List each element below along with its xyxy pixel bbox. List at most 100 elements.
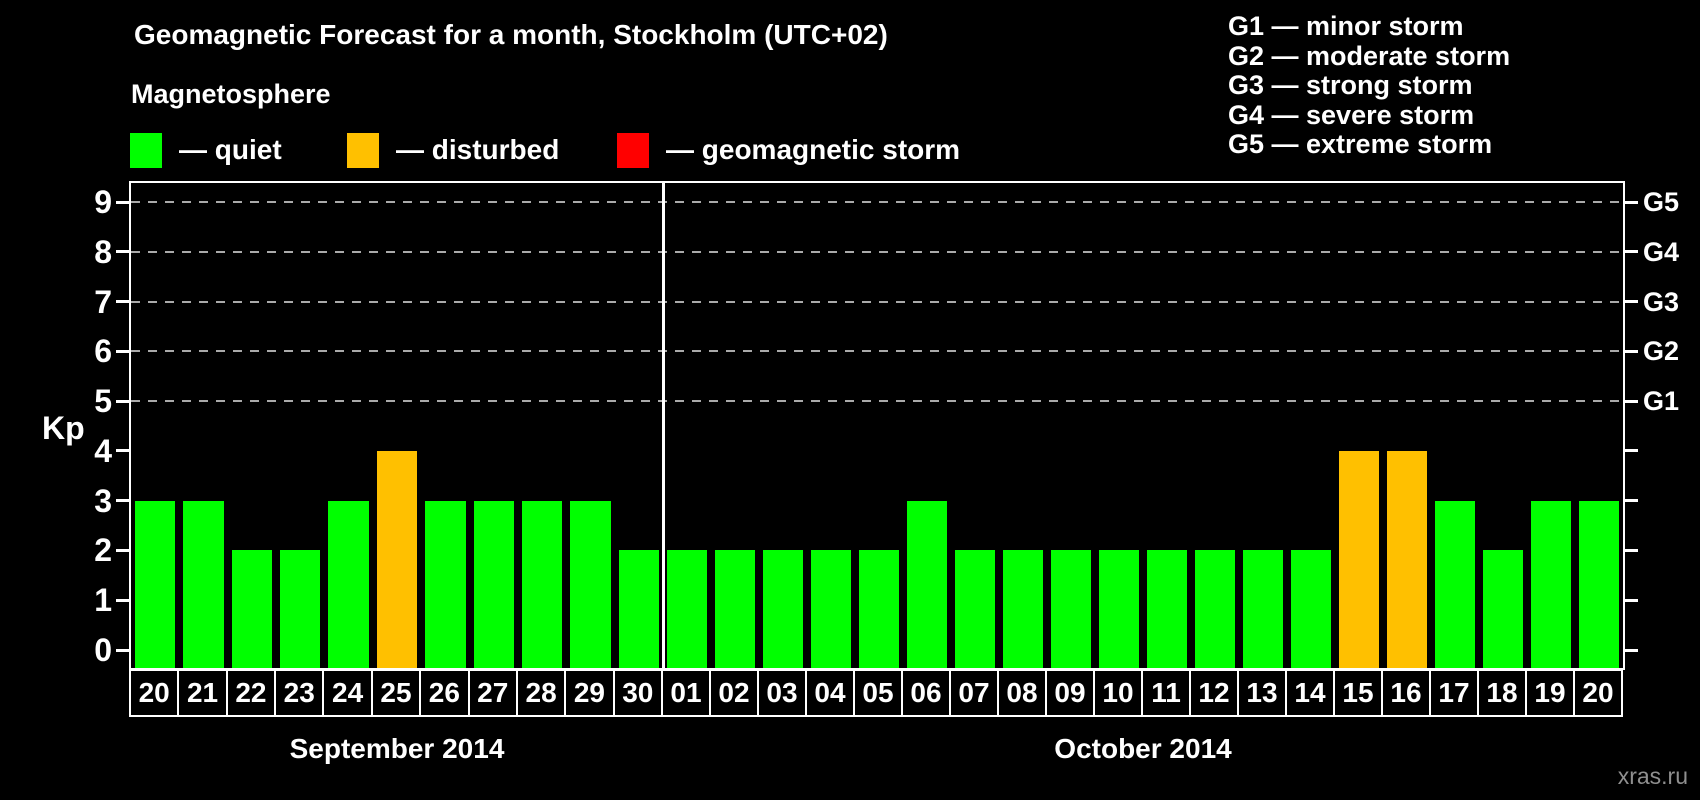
date-box-03: 03 xyxy=(757,669,807,717)
gridline-kp7 xyxy=(131,300,1623,303)
kp-bar-october-09 xyxy=(1051,550,1091,668)
date-box-04: 04 xyxy=(805,669,855,717)
g-legend-line-g5: G5 — extreme storm xyxy=(1228,129,1493,160)
kp-bar-september-27 xyxy=(473,500,514,668)
y-axis-label: Kp xyxy=(42,410,85,446)
legend-label-storm: — geomagnetic storm xyxy=(666,134,961,165)
g-scale-label-g5: G5 xyxy=(1643,187,1680,217)
kp-bar-september-20 xyxy=(135,500,176,668)
date-box-07: 07 xyxy=(949,669,999,717)
date-box-17: 17 xyxy=(1429,669,1479,717)
y-tick-label-6: 6 xyxy=(94,333,112,370)
magnetosphere-subtitle: Magnetosphere xyxy=(131,79,331,109)
g-scale-label-g1: G1 xyxy=(1643,386,1680,417)
y-tick-label-2: 2 xyxy=(94,532,112,569)
g-legend-line-g3: G3 — strong storm xyxy=(1228,70,1473,101)
date-box-16: 16 xyxy=(1381,669,1431,717)
legend-item-disturbed: — disturbed xyxy=(347,132,559,168)
gridline-kp8 xyxy=(131,250,1623,253)
kp-bar-october-05 xyxy=(859,550,899,668)
date-box-28: 28 xyxy=(515,669,567,717)
kp-bar-september-29 xyxy=(570,500,611,668)
date-box-08: 08 xyxy=(997,669,1047,717)
y-tick-right-7 xyxy=(1623,300,1638,304)
y-tick-label-8: 8 xyxy=(94,233,112,270)
quiet-color-swatch xyxy=(130,132,162,168)
kp-bar-september-21 xyxy=(183,500,224,668)
y-tick-right-0 xyxy=(1623,648,1638,652)
legend-item-quiet: — quiet xyxy=(130,132,282,168)
kp-bar-october-12 xyxy=(1195,550,1235,668)
kp-bar-october-17 xyxy=(1435,500,1475,668)
legend-label-quiet: — quiet xyxy=(179,134,282,165)
date-box-30: 30 xyxy=(612,669,663,717)
date-box-06: 06 xyxy=(901,669,951,717)
kp-bar-september-26 xyxy=(425,500,466,668)
month-divider xyxy=(661,183,665,668)
date-box-01: 01 xyxy=(661,669,711,717)
y-tick-left-3 xyxy=(116,499,131,503)
y-tick-right-5 xyxy=(1623,399,1638,403)
date-box-23: 23 xyxy=(274,669,325,717)
kp-bar-october-19 xyxy=(1531,500,1571,668)
gridline-kp9 xyxy=(131,201,1623,203)
y-tick-left-7 xyxy=(116,300,131,304)
date-box-02: 02 xyxy=(709,669,759,717)
y-tick-label-7: 7 xyxy=(94,283,112,320)
y-tick-left-6 xyxy=(116,349,131,353)
y-tick-label-1: 1 xyxy=(94,582,112,619)
disturbed-color-swatch xyxy=(347,132,379,168)
kp-bar-october-15 xyxy=(1339,450,1379,668)
g-scale-label-g3: G3 xyxy=(1643,286,1680,317)
kp-bar-october-08 xyxy=(1003,550,1043,668)
date-box-14: 14 xyxy=(1285,669,1335,717)
date-box-27: 27 xyxy=(467,669,518,717)
kp-bar-september-30 xyxy=(618,550,659,668)
kp-bar-september-24 xyxy=(328,500,369,668)
date-box-25: 25 xyxy=(370,669,422,717)
y-tick-right-3 xyxy=(1623,499,1638,503)
watermark: xras.ru xyxy=(1617,763,1688,789)
gridline-kp6 xyxy=(131,350,1623,353)
g-legend-line-g2: G2 — moderate storm xyxy=(1228,40,1511,71)
legend-item-storm: — geomagnetic storm xyxy=(617,132,960,168)
date-box-20: 20 xyxy=(129,669,180,717)
y-tick-label-0: 0 xyxy=(94,632,112,668)
kp-bar-october-11 xyxy=(1147,550,1187,668)
date-box-18: 18 xyxy=(1477,669,1527,717)
y-tick-label-9: 9 xyxy=(94,184,112,220)
date-box-20: 20 xyxy=(1573,669,1623,717)
kp-bar-september-25 xyxy=(376,450,418,668)
page-title: Geomagnetic Forecast for a month, Stockh… xyxy=(134,19,888,50)
storm-color-swatch xyxy=(617,132,649,168)
date-box-09: 09 xyxy=(1045,669,1095,717)
g-scale-legend: G1 — minor storm G2 — moderate storm G3 … xyxy=(1228,11,1511,160)
y-tick-left-5 xyxy=(116,399,131,403)
y-tick-right-8 xyxy=(1623,250,1638,254)
plot-area xyxy=(131,183,1623,668)
kp-bar-september-28 xyxy=(521,500,563,668)
kp-bar-october-06 xyxy=(907,500,947,668)
kp-bar-october-10 xyxy=(1099,550,1139,668)
legend-label-disturbed: — disturbed xyxy=(396,134,560,165)
g-scale-label-g4: G4 xyxy=(1643,236,1680,267)
date-box-13: 13 xyxy=(1237,669,1287,717)
y-tick-right-2 xyxy=(1623,548,1638,552)
g-scale-label-g2: G2 xyxy=(1643,336,1680,367)
date-box-21: 21 xyxy=(177,669,228,717)
y-tick-label-3: 3 xyxy=(94,482,112,519)
date-box-15: 15 xyxy=(1333,669,1383,717)
kp-bar-october-20 xyxy=(1579,500,1619,668)
kp-bar-october-13 xyxy=(1243,550,1283,668)
y-tick-right-9 xyxy=(1623,200,1638,204)
kp-bar-october-01 xyxy=(667,550,707,668)
date-box-19: 19 xyxy=(1525,669,1575,717)
kp-bar-october-04 xyxy=(811,550,851,668)
date-box-24: 24 xyxy=(322,669,373,717)
month-label-october: October 2014 xyxy=(1054,733,1232,764)
month-label-september: September 2014 xyxy=(289,733,505,764)
g-legend-line-g1: G1 — minor storm xyxy=(1228,11,1464,41)
date-box-11: 11 xyxy=(1141,669,1191,717)
date-box-26: 26 xyxy=(419,669,470,717)
